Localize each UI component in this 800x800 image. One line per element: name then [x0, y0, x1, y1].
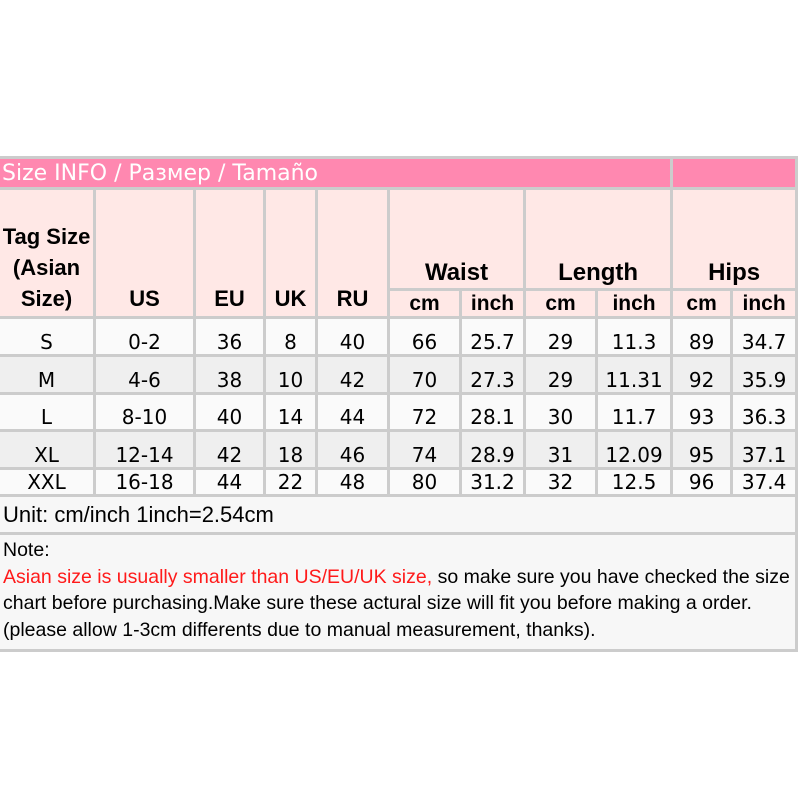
- unit-info: Unit: cm/inch 1inch=2.54cm: [0, 497, 796, 532]
- header-hips-inch: inch: [733, 291, 796, 316]
- cell-uk: 14: [266, 395, 315, 429]
- cell-length-cm: 32: [526, 470, 595, 494]
- table-row: XL 12-14 42 18 46 74 28.9 31 12.09 95 37.1: [0, 432, 796, 467]
- cell-eu: 42: [196, 432, 263, 467]
- size-chart: Size INFO / Размер / Tamaño Tag Size (As…: [0, 156, 800, 652]
- cell-us: 8-10: [96, 395, 193, 429]
- cell-hips-in: 37.1: [733, 432, 796, 467]
- cell-waist-cm: 72: [390, 395, 459, 429]
- cell-us: 12-14: [96, 432, 193, 467]
- cell-tag: L: [0, 395, 93, 429]
- cell-uk: 8: [266, 319, 315, 354]
- cell-eu: 38: [196, 357, 263, 392]
- cell-us: 16-18: [96, 470, 193, 494]
- cell-ru: 48: [318, 470, 387, 494]
- title-blank-cell: [673, 159, 796, 187]
- table-row: M 4-6 38 10 42 70 27.3 29 11.31 92 35.9: [0, 357, 796, 392]
- cell-length-in: 12.5: [598, 470, 671, 494]
- cell-waist-in: 28.9: [462, 432, 523, 467]
- cell-eu: 40: [196, 395, 263, 429]
- cell-hips-in: 37.4: [733, 470, 796, 494]
- header-hips: Hips: [673, 190, 796, 288]
- cell-hips-in: 35.9: [733, 357, 796, 392]
- cell-waist-in: 25.7: [462, 319, 523, 354]
- table-row: S 0-2 36 8 40 66 25.7 29 11.3 89 34.7: [0, 319, 796, 354]
- table-row: XXL 16-18 44 22 48 80 31.2 32 12.5 96 37.4: [0, 470, 796, 494]
- cell-length-in: 11.31: [598, 357, 671, 392]
- header-hips-cm: cm: [673, 291, 731, 316]
- note-label: Note:: [3, 539, 50, 561]
- cell-ru: 40: [318, 319, 387, 354]
- table-row: L 8-10 40 14 44 72 28.1 30 11.7 93 36.3: [0, 395, 796, 429]
- header-us: US: [96, 190, 193, 316]
- cell-us: 4-6: [96, 357, 193, 392]
- cell-waist-cm: 70: [390, 357, 459, 392]
- cell-hips-cm: 95: [673, 432, 731, 467]
- header-tag-size: Tag Size (Asian Size): [0, 190, 93, 316]
- header-eu: EU: [196, 190, 263, 316]
- cell-hips-cm: 89: [673, 319, 731, 354]
- header-length-inch: inch: [598, 291, 671, 316]
- header-length: Length: [526, 190, 671, 288]
- cell-length-in: 11.7: [598, 395, 671, 429]
- cell-length-cm: 30: [526, 395, 595, 429]
- cell-eu: 44: [196, 470, 263, 494]
- cell-waist-cm: 74: [390, 432, 459, 467]
- header-length-cm: cm: [526, 291, 595, 316]
- header-ru: RU: [318, 190, 387, 316]
- cell-length-in: 12.09: [598, 432, 671, 467]
- cell-hips-in: 36.3: [733, 395, 796, 429]
- header-waist: Waist: [390, 190, 523, 288]
- cell-ru: 42: [318, 357, 387, 392]
- cell-length-cm: 31: [526, 432, 595, 467]
- cell-waist-in: 27.3: [462, 357, 523, 392]
- cell-uk: 22: [266, 470, 315, 494]
- note: Note: Asian size is usually smaller than…: [0, 535, 796, 649]
- note-text: so make sure you have checked the size c…: [3, 565, 790, 641]
- cell-waist-cm: 66: [390, 319, 459, 354]
- cell-hips-cm: 93: [673, 395, 731, 429]
- header-waist-inch: inch: [462, 291, 523, 316]
- cell-tag: XL: [0, 432, 93, 467]
- cell-hips-in: 34.7: [733, 319, 796, 354]
- cell-uk: 10: [266, 357, 315, 392]
- cell-tag: M: [0, 357, 93, 392]
- cell-ru: 44: [318, 395, 387, 429]
- cell-hips-cm: 96: [673, 470, 731, 494]
- cell-length-cm: 29: [526, 357, 595, 392]
- chart-title: Size INFO / Размер / Tamaño: [0, 159, 671, 187]
- size-table: Size INFO / Размер / Tamaño Tag Size (As…: [0, 156, 799, 652]
- header-uk: UK: [266, 190, 315, 316]
- cell-tag: S: [0, 319, 93, 354]
- cell-hips-cm: 92: [673, 357, 731, 392]
- header-waist-cm: cm: [390, 291, 459, 316]
- note-warning: Asian size is usually smaller than US/EU…: [3, 565, 433, 588]
- cell-length-cm: 29: [526, 319, 595, 354]
- cell-waist-in: 31.2: [462, 470, 523, 494]
- cell-tag: XXL: [0, 470, 93, 494]
- cell-waist-in: 28.1: [462, 395, 523, 429]
- cell-us: 0-2: [96, 319, 193, 354]
- cell-uk: 18: [266, 432, 315, 467]
- cell-waist-cm: 80: [390, 470, 459, 494]
- cell-eu: 36: [196, 319, 263, 354]
- cell-length-in: 11.3: [598, 319, 671, 354]
- cell-ru: 46: [318, 432, 387, 467]
